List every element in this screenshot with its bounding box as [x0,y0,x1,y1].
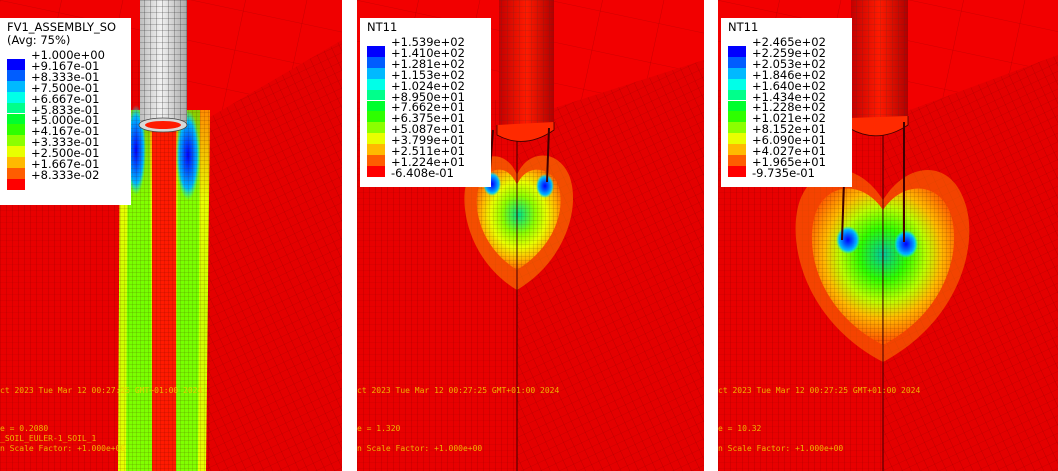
legend-swatch [728,67,746,79]
legend-value: +5.833e-01 [31,102,100,117]
legend-swatch [728,56,746,68]
legend-swatch [728,78,746,90]
legend-value: +5.000e-01 [31,113,100,128]
legend-value: +6.375e+01 [391,111,465,126]
legend-value: +4.167e-01 [31,124,100,139]
legend-value: +1.000e+00 [31,48,105,62]
legend-swatch [7,113,25,125]
legend-value: +1.640e+02 [752,78,826,93]
legend-swatch [7,80,25,92]
legend-swatch [728,144,746,155]
legend-swatch [7,91,25,103]
legend-value: +6.090e+01 [752,133,826,148]
legend-swatch [367,144,385,155]
legend-swatch [7,124,25,136]
legend-swatch [367,56,385,68]
legend-value: +9.167e-01 [31,58,100,73]
legend-value: -9.735e-01 [752,165,815,180]
legend-value: +2.259e+02 [752,45,826,60]
legend-value: +2.511e+01 [391,144,465,158]
legend-value: +1.224e+01 [391,154,465,169]
legend-value: +1.539e+02 [391,35,465,49]
viewport-panel-3[interactable]: NT11 +2.465e+02 +2.259e+02 +2.053e+02 +1.84… [718,0,1058,471]
legend-value: +6.667e-01 [31,91,100,106]
legend-value: +1.153e+02 [391,67,465,82]
legend-value: +8.950e+01 [391,89,465,104]
legend-swatch [7,168,25,179]
legend-scale: +1.000e+00 +9.167e-01 +8.333e-01 +7.500e-01… [7,48,125,190]
legend-title-line-2: (Avg: 75%) [7,33,71,47]
legend-swatch [367,122,385,134]
legend-value: +1.228e+02 [752,100,826,115]
legend-value: +5.087e+01 [391,122,465,137]
legend-swatch [728,89,746,101]
viewport-panel-1[interactable]: FV1_ASSEMBLY_SO (Avg: 75%) +1.000e+00 +9.… [0,0,342,471]
legend-swatch [7,146,25,158]
legend-value: +3.799e+01 [391,133,465,148]
legend-swatch [367,165,385,177]
legend-value: +1.410e+02 [391,45,465,60]
legend-swatch [728,111,746,123]
footer-timestamp: ct 2023 Tue Mar 12 00:27:25 GMT+01:00 20… [0,386,203,395]
legend-value: +2.500e-01 [31,146,100,161]
legend-swatch [7,59,25,70]
legend-value: +7.500e-01 [31,80,100,95]
footer-scale-factor: n Scale Factor: +1.000e+00 [357,444,483,453]
legend-swatch [367,111,385,123]
legend-swatch [367,46,385,57]
legend-swatch [728,100,746,112]
contour-legend-1: FV1_ASSEMBLY_SO (Avg: 75%) +1.000e+00 +9.… [0,18,131,205]
legend-title: NT11 [728,20,759,34]
legend-swatch [7,69,25,81]
legend-title: NT11 [367,20,398,34]
legend-swatch [367,133,385,145]
legend-value: +1.965e+01 [752,154,826,169]
footer-scale-factor: n Scale Factor: +1.000e+00 [718,444,844,453]
legend-swatch [367,89,385,101]
legend-swatch [7,157,25,168]
viewport-panel-2[interactable]: NT11 +1.539e+02 +1.410e+02 +1.281e+02 +1.15… [357,0,704,471]
footer-scale-factor: n Scale Factor: +1.000e+00 [0,444,126,453]
legend-value: +1.024e+02 [391,78,465,93]
legend-scale: +1.539e+02 +1.410e+02 +1.281e+02 +1.153e+02… [367,35,485,185]
legend-swatch [7,178,25,190]
legend-swatch [7,102,25,114]
legend-value: +8.333e-01 [31,69,100,84]
legend-value: +1.281e+02 [391,56,465,71]
legend-value: +1.434e+02 [752,89,826,104]
legend-swatch [367,100,385,112]
legend-title-line-1: FV1_ASSEMBLY_SO [7,20,117,34]
footer-step-value: e = 0.2080 [0,424,49,433]
legend-swatch [728,155,746,166]
footer-timestamp: ct 2023 Tue Mar 12 00:27:25 GMT+01:00 20… [718,386,921,395]
legend-swatch [728,165,746,177]
footer-step-value: e = 10.32 [718,424,762,433]
legend-value: +7.662e+01 [391,100,465,115]
legend-value: +8.152e+01 [752,122,826,137]
legend-value: -6.408e-01 [391,165,454,180]
legend-value: +1.846e+02 [752,67,826,82]
footer-variable: _SOIL_EULER-1_SOIL_1 [0,434,97,443]
legend-swatch [7,135,25,147]
legend-value: +2.465e+02 [752,35,826,49]
contour-legend-3: NT11 +2.465e+02 +2.259e+02 +2.053e+02 +1.84… [721,18,852,187]
legend-scale: +2.465e+02 +2.259e+02 +2.053e+02 +1.846e+02… [728,35,846,185]
legend-value: +1.667e-01 [31,157,100,171]
footer-timestamp: ct 2023 Tue Mar 12 00:27:25 GMT+01:00 20… [357,386,560,395]
footer-step-value: e = 1.320 [357,424,401,433]
legend-swatch [367,67,385,79]
legend-value: +4.027e+01 [752,144,826,158]
contour-legend-2: NT11 +1.539e+02 +1.410e+02 +1.281e+02 +1.15… [360,18,491,187]
legend-value: +8.333e-02 [31,167,100,182]
legend-swatch [728,133,746,145]
legend-value: +3.333e-01 [31,135,100,150]
legend-swatch [367,155,385,166]
legend-value: +1.021e+02 [752,111,826,126]
legend-value: +2.053e+02 [752,56,826,71]
legend-swatch [728,46,746,57]
legend-swatch [728,122,746,134]
legend-swatch [367,78,385,90]
